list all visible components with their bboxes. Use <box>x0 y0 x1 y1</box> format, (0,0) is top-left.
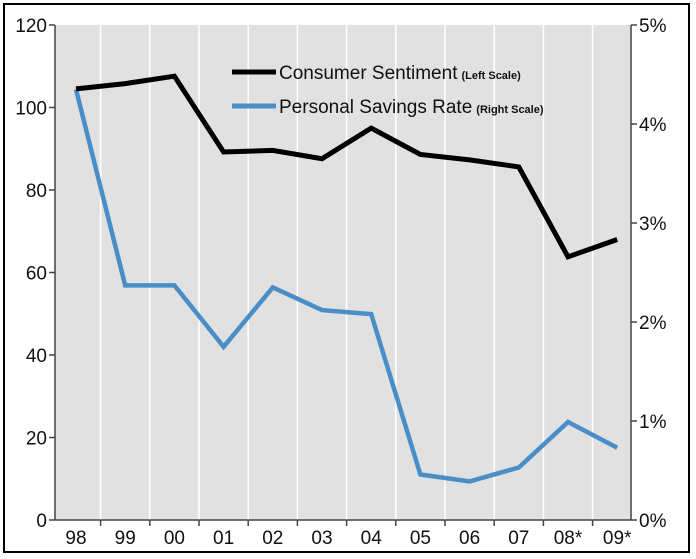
x-tick-label: 05 <box>410 528 431 549</box>
x-tick-label: 07 <box>508 528 529 549</box>
x-tick-label: 06 <box>459 528 480 549</box>
right-axis-ticks: 0% 1% 2% 3% 4% 5% <box>631 16 667 532</box>
right-tick-label: 1% <box>639 412 667 433</box>
legend-scale-note: (Left Scale) <box>461 70 521 82</box>
x-tick-label: 09* <box>603 528 632 549</box>
left-tick-label: 120 <box>15 16 47 37</box>
x-tick-label: 00 <box>164 528 185 549</box>
x-tick-label: 03 <box>311 528 332 549</box>
left-tick-label: 100 <box>15 99 47 120</box>
x-tick-label: 02 <box>262 528 283 549</box>
left-tick-label: 40 <box>26 346 47 367</box>
series-layer <box>73 73 619 484</box>
right-tick-label: 3% <box>639 214 667 235</box>
x-tick-label: 98 <box>65 528 86 549</box>
right-tick-label: 5% <box>639 16 667 37</box>
left-tick-label: 60 <box>26 264 47 285</box>
left-axis-ticks: 0 20 40 60 80 100 120 <box>15 16 55 532</box>
series-line-consumer-sentiment <box>75 73 619 260</box>
left-tick-label: 0 <box>36 511 47 532</box>
legend-scale-note: (Right Scale) <box>476 104 544 116</box>
left-tick-label: 80 <box>26 181 47 202</box>
right-tick-label: 0% <box>639 511 667 532</box>
left-tick-label: 20 <box>26 429 47 450</box>
x-axis-ticks: 98 99 00 01 02 03 04 05 06 07 08* 09* <box>65 520 632 549</box>
right-tick-label: 2% <box>639 313 667 334</box>
x-tick-label: 08* <box>554 528 583 549</box>
series-line-personal-savings-rate <box>73 88 619 484</box>
x-tick-label: 99 <box>115 528 136 549</box>
vertical-gridlines <box>99 25 594 520</box>
right-tick-label: 4% <box>639 115 667 136</box>
x-tick-label: 01 <box>213 528 234 549</box>
plot-area <box>55 25 631 520</box>
x-tick-label: 04 <box>361 528 383 549</box>
